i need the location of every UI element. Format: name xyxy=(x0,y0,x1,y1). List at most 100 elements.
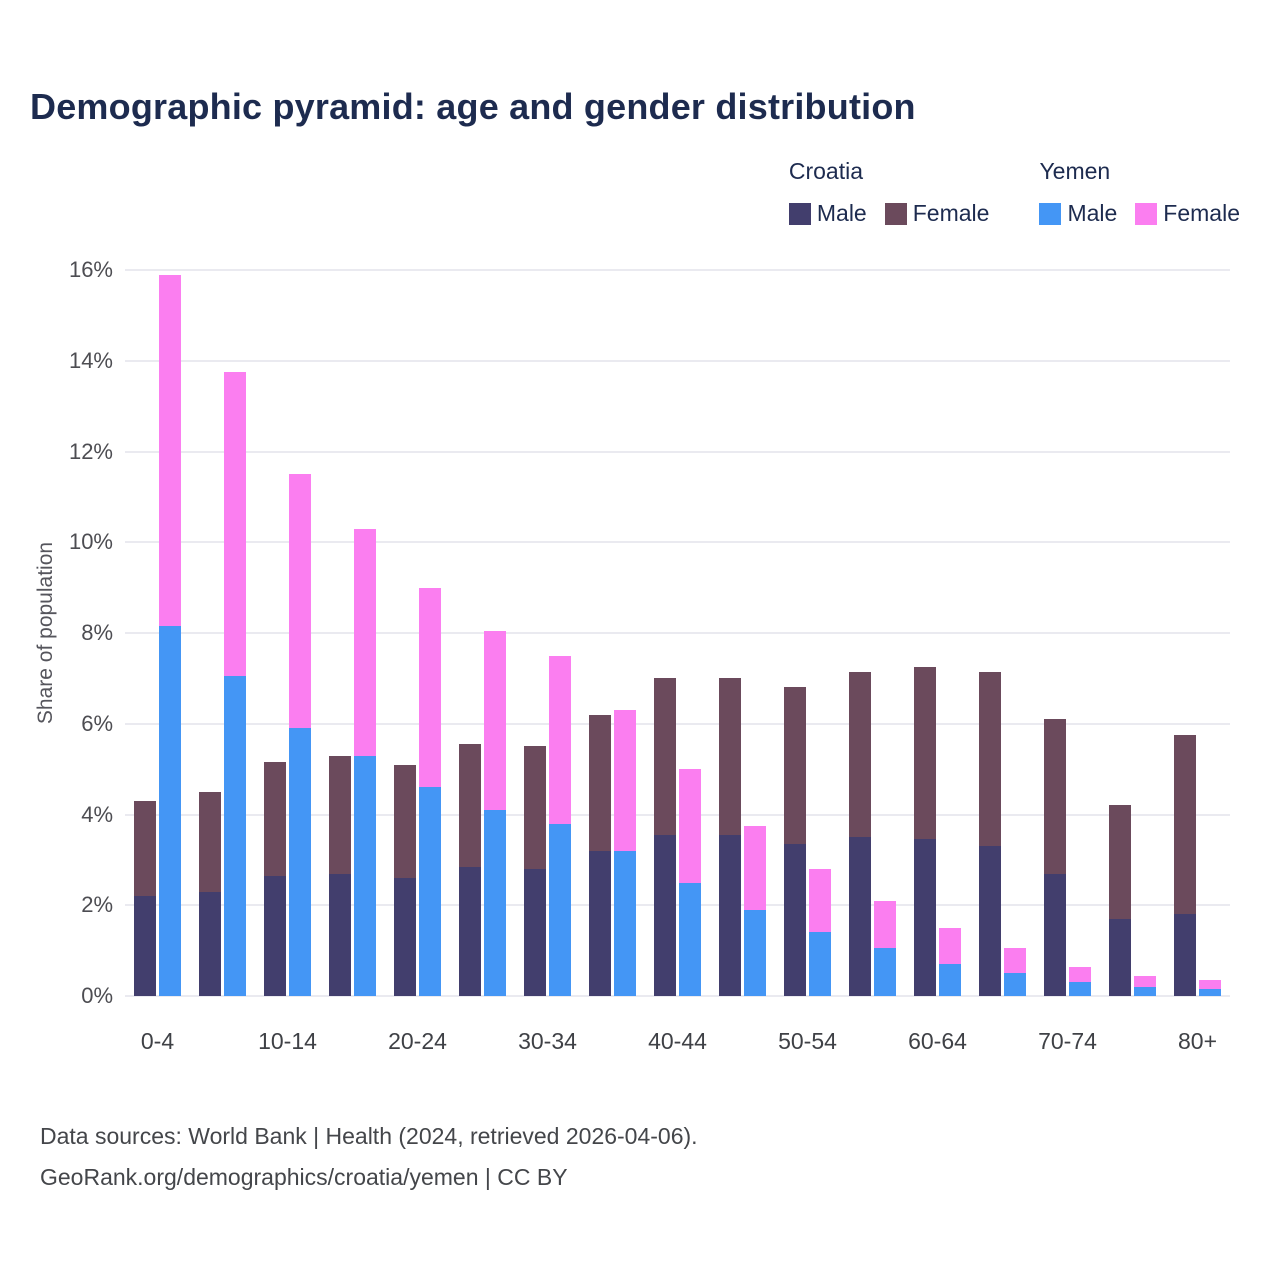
x-tick-label xyxy=(320,1028,385,1055)
bar-group-75-79 xyxy=(1100,270,1165,996)
bar-yemen-female xyxy=(679,769,701,883)
bar-croatia-female xyxy=(1044,719,1066,874)
x-tick-label: 10-14 xyxy=(258,1028,317,1054)
gridline xyxy=(125,995,1230,997)
bar-group-25-29 xyxy=(450,270,515,996)
bar-group-65-69 xyxy=(970,270,1035,996)
bar-croatia-male xyxy=(459,866,481,996)
bar-yemen-female xyxy=(159,274,181,627)
bar-stack-yemen xyxy=(939,927,961,996)
bar-stack-yemen xyxy=(224,372,246,996)
bar-yemen-male xyxy=(614,850,636,996)
bar-croatia-male xyxy=(914,839,936,996)
gridline xyxy=(125,541,1230,544)
x-tick-label: 80+ xyxy=(1177,1028,1217,1054)
bar-stack-croatia xyxy=(914,667,936,996)
gridline xyxy=(125,632,1230,634)
bar-yemen-male xyxy=(289,728,311,996)
bar-stack-croatia xyxy=(264,762,286,996)
legend-country-label: Croatia xyxy=(788,158,864,184)
gridline xyxy=(125,904,1230,907)
bar-yemen-female xyxy=(809,868,831,933)
bar-stack-croatia xyxy=(784,687,806,996)
y-tick-label: 2% xyxy=(81,892,113,918)
bar-stack-croatia xyxy=(199,791,221,996)
bar-croatia-male xyxy=(589,850,611,996)
bar-stack-croatia xyxy=(1174,735,1196,996)
bar-croatia-female xyxy=(524,746,546,869)
x-axis: 0-4 10-14 20-24 30-34 40-44 50-54 60-64 70-74 80… xyxy=(125,1028,1230,1055)
bar-stack-yemen xyxy=(419,587,441,996)
bar-stack-yemen xyxy=(809,868,831,996)
bar-croatia-female xyxy=(134,800,156,897)
gridline xyxy=(125,722,1230,725)
y-tick-label: 6% xyxy=(81,710,113,736)
legend-swatch-icon xyxy=(1039,202,1062,225)
legend-item-yemen-male: Male xyxy=(1039,200,1117,227)
bar-stack-croatia xyxy=(394,764,416,996)
bar-group-35-39 xyxy=(580,270,645,996)
bar-stack-yemen xyxy=(614,710,636,996)
bar-yemen-female xyxy=(1134,975,1156,987)
bar-croatia-female xyxy=(979,671,1001,847)
legend-group-yemen: Yemen Male Female xyxy=(1039,158,1240,227)
legend-swatch-icon xyxy=(884,202,907,225)
legend-item-croatia-female: Female xyxy=(884,200,989,227)
bar-yemen-female xyxy=(289,474,311,729)
bar-stack-croatia xyxy=(849,671,871,996)
y-tick-label: 4% xyxy=(81,801,113,827)
bar-stack-yemen xyxy=(289,474,311,996)
bar-yemen-female xyxy=(1199,980,1221,990)
bar-stack-croatia xyxy=(654,678,676,996)
bar-croatia-male xyxy=(394,878,416,996)
bar-yemen-female xyxy=(744,825,766,910)
y-tick-label: 16% xyxy=(68,257,113,282)
bar-croatia-male xyxy=(979,846,1001,996)
legend-item-yemen-female: Female xyxy=(1135,200,1240,227)
legend-item-label: Male xyxy=(816,200,867,226)
bar-yemen-male xyxy=(419,787,441,996)
bar-croatia-male xyxy=(1044,873,1066,996)
legend: Croatia Male Female Yemen Male Female xyxy=(788,158,1240,227)
y-tick-label: 8% xyxy=(81,620,113,645)
x-tick-label: 60-64 xyxy=(908,1028,967,1054)
bar-croatia-female xyxy=(589,714,611,851)
bar-group-0-4 xyxy=(125,270,190,996)
bar-croatia-male xyxy=(524,868,546,996)
bar-stack-croatia xyxy=(979,671,1001,996)
bar-yemen-male xyxy=(1134,986,1156,996)
bar-group-60-64 xyxy=(905,270,970,996)
bar-group-80+ xyxy=(1165,270,1230,996)
bar-stack-yemen xyxy=(1004,948,1026,996)
bar-croatia-female xyxy=(654,678,676,835)
x-tick-label xyxy=(970,1028,1035,1055)
page-title: Demographic pyramid: age and gender dist… xyxy=(30,86,916,127)
bar-croatia-male xyxy=(1174,914,1196,996)
bar-stack-croatia xyxy=(329,755,351,996)
footer: Data sources: World Bank | Health (2024,… xyxy=(40,1116,698,1198)
bar-croatia-male xyxy=(849,837,871,996)
y-tick-label: 10% xyxy=(68,529,113,555)
bar-yemen-female xyxy=(614,710,636,851)
bar-group-50-54 xyxy=(775,270,840,996)
bar-stack-croatia xyxy=(134,800,156,996)
bar-croatia-female xyxy=(784,687,806,844)
bar-groups xyxy=(125,270,1230,996)
bar-yemen-female xyxy=(1004,948,1026,974)
bar-yemen-female xyxy=(1069,966,1091,983)
bar-group-20-24 xyxy=(385,270,450,996)
bar-group-45-49 xyxy=(710,270,775,996)
bar-stack-yemen xyxy=(679,769,701,996)
x-tick-label: 0-4 xyxy=(140,1028,175,1054)
bar-stack-croatia xyxy=(524,746,546,996)
bar-croatia-female xyxy=(914,667,936,840)
bar-group-40-44 xyxy=(645,270,710,996)
bar-stack-yemen xyxy=(1134,975,1156,996)
bar-yemen-male xyxy=(484,809,506,996)
x-tick-label xyxy=(450,1028,515,1055)
bar-stack-yemen xyxy=(874,900,896,996)
bar-stack-yemen xyxy=(1069,966,1091,996)
bar-croatia-female xyxy=(1174,735,1196,915)
legend-item-label: Male xyxy=(1067,200,1118,226)
bar-yemen-female xyxy=(549,655,571,824)
